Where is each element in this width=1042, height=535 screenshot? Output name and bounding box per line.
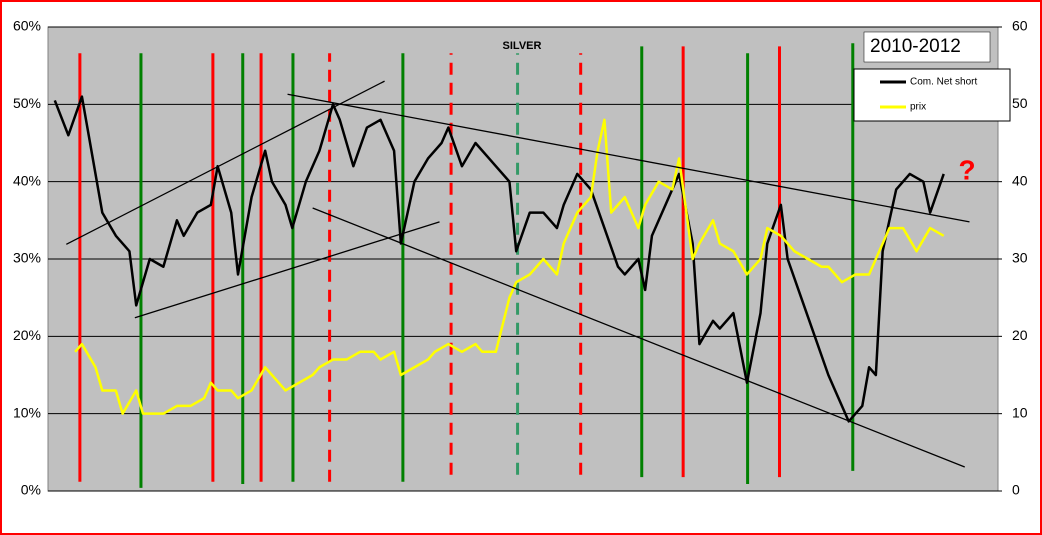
y-tick-label: 20% [13, 327, 41, 343]
series-line [53, 95, 945, 423]
trend-line [312, 207, 965, 468]
trend-line [66, 80, 385, 245]
y2-tick-label: 50 [1012, 95, 1028, 111]
y-tick-label: 30% [13, 250, 41, 266]
legend [853, 68, 1011, 122]
period-label: 2010-2012 [870, 36, 961, 57]
y-tick-label: 10% [13, 404, 41, 420]
legend-label: Com. Net short [910, 77, 977, 88]
y-tick-label: 40% [13, 172, 41, 188]
question-mark: ? [958, 154, 975, 185]
y2-tick-label: 30 [1012, 250, 1028, 266]
y-tick-label: 50% [13, 95, 41, 111]
trend-line [287, 93, 970, 223]
y-tick-label: 60% [13, 18, 41, 34]
y2-tick-label: 0 [1012, 482, 1020, 498]
y2-tick-label: 10 [1012, 404, 1028, 420]
y2-tick-label: 60 [1012, 18, 1028, 34]
y2-tick-label: 40 [1012, 172, 1028, 188]
chart-title: SILVER [503, 40, 542, 52]
period-box [863, 31, 991, 63]
legend-label: prix [910, 102, 926, 113]
series-line [74, 118, 945, 415]
y-tick-label: 0% [21, 482, 41, 498]
plot-layer: 0% 10% 20% 30% 40% 50% 60% 0 10 20 30 40 50 60 [13, 18, 1028, 498]
y2-tick-label: 20 [1012, 327, 1028, 343]
